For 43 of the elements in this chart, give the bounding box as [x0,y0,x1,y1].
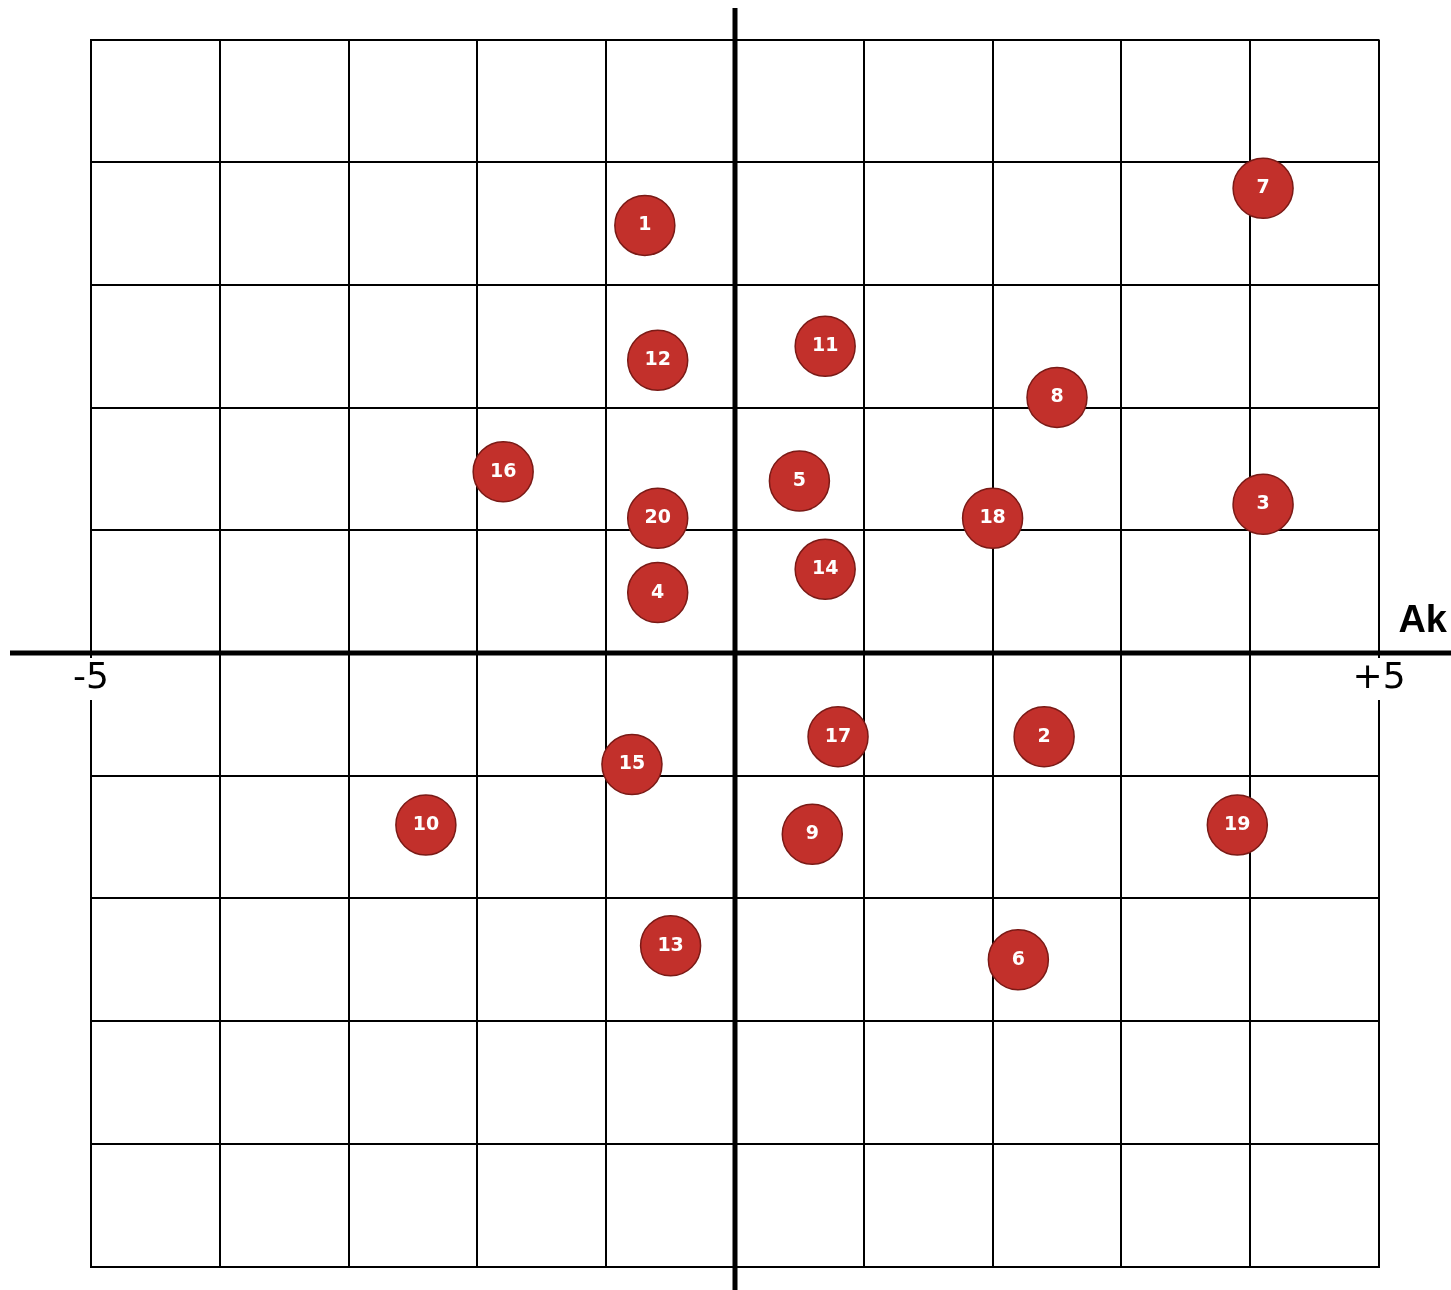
annotation: 13 [657,932,684,955]
point [961,487,1024,549]
point [626,561,689,624]
annotation: 12 [644,347,671,370]
point [395,794,457,856]
annotation: 16 [489,458,517,481]
annotation: 1 [638,212,652,235]
point [987,929,1050,991]
annotation: 15 [618,751,646,774]
point [472,440,534,503]
annotation: 20 [644,505,671,528]
point [626,487,689,549]
annotation: 7 [1256,175,1270,198]
annotation: 14 [811,556,839,579]
annotation: 2 [1037,723,1051,746]
point [1232,157,1294,219]
point [807,705,869,768]
point [626,329,689,391]
x-tick-label: -5 [73,655,109,697]
point [794,538,856,601]
x-tick-label: +5 [1352,655,1406,697]
annotation: 8 [1050,384,1064,407]
annotation: 11 [811,333,839,356]
point [614,194,676,257]
annotation: 4 [651,579,665,602]
annotation: 19 [1224,811,1251,834]
annotation: 18 [979,505,1006,528]
point [1232,473,1294,536]
point [768,450,831,512]
annotation: 5 [792,467,807,490]
point [1026,366,1088,429]
point [1013,705,1075,768]
annotation: 6 [1011,946,1025,969]
annotation: 17 [824,723,852,746]
point [781,803,844,866]
annotation: 3 [1256,491,1270,514]
point [639,915,702,977]
point [794,315,856,377]
x-axis-title: Ak [1398,598,1448,641]
annotation: 10 [412,811,440,834]
point [601,733,663,796]
annotation: 9 [805,821,819,844]
point [1206,794,1269,856]
